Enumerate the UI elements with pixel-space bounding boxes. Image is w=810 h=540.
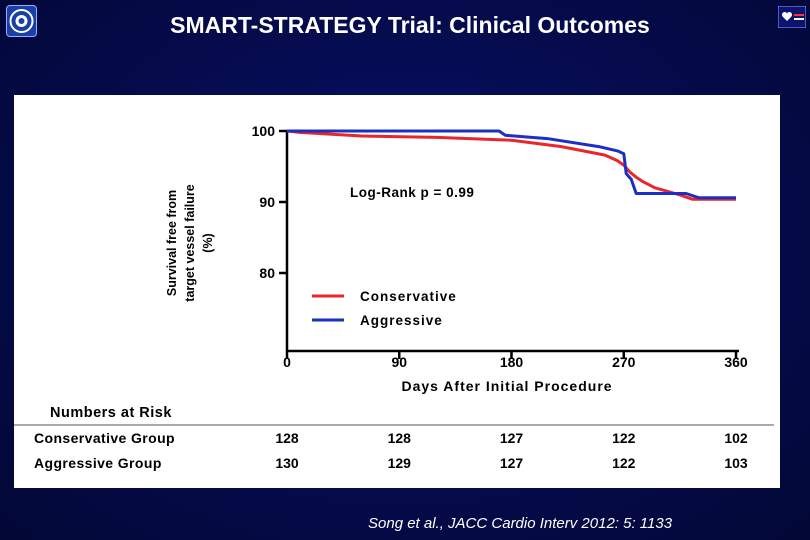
x-tick-label-360: 360 [724,354,748,370]
risk-row-label-0: Conservative Group [34,430,175,446]
institution-seal-icon [6,5,37,37]
x-tick-label-180: 180 [500,354,524,370]
chart-panel: 80 90 100 0 90 180 270 360 Survival free from t… [14,95,780,488]
log-rank-annotation: Log-Rank p = 0.99 [350,185,474,200]
y-axis-label-line1: Survival free from [165,190,179,296]
risk-cell-0-0: 128 [275,430,299,446]
citation: Song et al., JACC Cardio Interv 2012: 5:… [368,515,673,532]
y-tick-label-90: 90 [259,194,275,210]
legend-label-conservative: Conservative [360,289,457,304]
km-chart: 80 90 100 0 90 180 270 360 Survival free from t… [14,123,774,471]
legend-label-aggressive: Aggressive [360,313,443,328]
risk-row-label-1: Aggressive Group [34,455,162,471]
slide-title: SMART-STRATEGY Trial: Clinical Outcomes [170,12,650,38]
y-axis-label-line2: target vessel failure [183,184,197,301]
risk-cell-1-2: 127 [500,455,524,471]
x-tick-label-270: 270 [612,354,636,370]
x-tick-label-0: 0 [283,354,291,370]
risk-cell-1-3: 122 [612,455,636,471]
y-tick-label-100: 100 [252,123,276,139]
risk-cell-0-4: 102 [724,430,748,446]
risk-cell-1-0: 130 [275,455,299,471]
x-axis-label: Days After Initial Procedure [401,378,612,394]
series-line-aggressive [287,129,736,200]
y-tick-label-80: 80 [259,265,275,281]
risk-cell-0-2: 127 [500,430,524,446]
x-tick-label-90: 90 [391,354,407,370]
y-axis-label-line3: (%) [201,233,215,252]
risk-table-title: Numbers at Risk [50,405,172,421]
risk-cell-1-4: 103 [724,455,748,471]
risk-cell-0-3: 122 [612,430,636,446]
risk-cell-0-1: 128 [388,430,412,446]
risk-cell-1-1: 129 [388,455,412,471]
